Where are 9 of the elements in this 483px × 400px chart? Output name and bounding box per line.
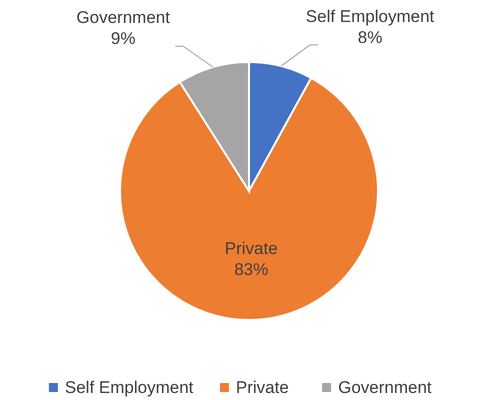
data-label: 8% bbox=[358, 28, 382, 47]
data-label: 83% bbox=[234, 260, 268, 279]
legend-label: Government bbox=[338, 378, 432, 397]
slice-label: Private bbox=[224, 238, 278, 258]
slice-label: Government bbox=[76, 8, 170, 28]
legend-label: Private bbox=[236, 378, 289, 397]
data-label: 9% bbox=[110, 29, 136, 48]
slice-label: Self Employment bbox=[306, 6, 435, 26]
legend-label: Self Employment bbox=[64, 378, 194, 397]
